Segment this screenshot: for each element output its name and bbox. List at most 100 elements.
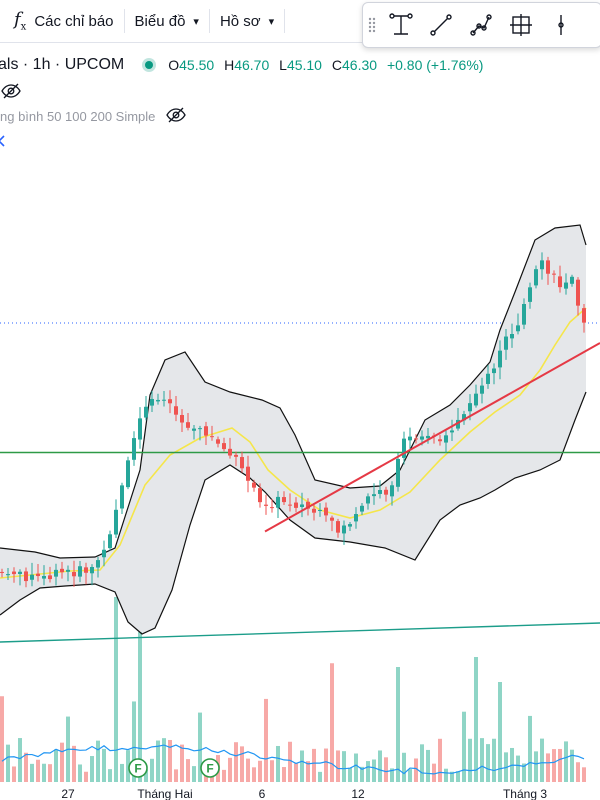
candle bbox=[510, 323, 514, 348]
candle bbox=[498, 340, 502, 380]
candle bbox=[384, 486, 388, 502]
symbol-name[interactable]: als · 1h · UPCOM bbox=[0, 56, 125, 73]
volume-bar bbox=[306, 761, 310, 782]
candle bbox=[576, 277, 580, 316]
bollinger-lower-band bbox=[0, 391, 587, 635]
candle bbox=[522, 298, 526, 330]
eye-off-icon[interactable] bbox=[0, 82, 22, 105]
candle bbox=[492, 363, 496, 385]
candle bbox=[366, 493, 370, 510]
volume-bar bbox=[12, 766, 16, 782]
candle bbox=[48, 566, 52, 583]
candle bbox=[144, 395, 148, 421]
multi-point-line-icon[interactable] bbox=[461, 5, 501, 45]
volume-bar bbox=[540, 738, 544, 782]
rising-trend-line[interactable] bbox=[264, 342, 600, 533]
candle bbox=[132, 431, 136, 466]
volume-bar bbox=[222, 769, 226, 782]
volume-bar bbox=[408, 769, 412, 782]
candle bbox=[36, 563, 40, 582]
volume-bar bbox=[498, 682, 502, 782]
volume-bar bbox=[348, 767, 352, 782]
volume-bar bbox=[114, 597, 118, 782]
volume-bar bbox=[522, 763, 526, 782]
volume-bar bbox=[270, 760, 274, 782]
volume-bar bbox=[294, 763, 298, 782]
volume-bar bbox=[402, 752, 406, 782]
volume-bar bbox=[138, 632, 142, 782]
toolbar-divider bbox=[284, 9, 286, 33]
eye-off-icon[interactable] bbox=[165, 106, 187, 127]
volume-bar bbox=[462, 711, 466, 782]
candle bbox=[390, 481, 394, 506]
candle bbox=[66, 565, 70, 582]
bollinger-band-fill bbox=[0, 225, 586, 634]
candle bbox=[516, 313, 520, 335]
open-value: 45.50 bbox=[179, 57, 215, 73]
text-cursor-icon[interactable] bbox=[381, 5, 421, 45]
volume-bar bbox=[528, 715, 532, 782]
volume-bar bbox=[444, 768, 448, 782]
volume-bar bbox=[60, 742, 64, 782]
volume-bar bbox=[24, 752, 28, 782]
volume-bar bbox=[426, 749, 430, 782]
ma-indicator-name[interactable]: ng bình 50 100 200 Simple bbox=[0, 109, 156, 124]
candle bbox=[552, 270, 556, 284]
volume-ma-line bbox=[1, 744, 585, 775]
volume-bar bbox=[336, 750, 340, 782]
volume-bar bbox=[438, 738, 442, 782]
volume-bar bbox=[558, 748, 562, 782]
volume-bar bbox=[360, 766, 364, 782]
x-tick-label: Tháng Hai bbox=[137, 787, 192, 800]
volume-bar bbox=[366, 761, 370, 782]
volume-bar bbox=[552, 749, 556, 782]
collapse-legend-icon[interactable] bbox=[0, 134, 6, 151]
volume-bar bbox=[480, 738, 484, 782]
indicators-button[interactable]: fx Các chỉ báo bbox=[0, 0, 124, 42]
crosshair-box-icon[interactable] bbox=[501, 5, 541, 45]
ma-indicator-legend: ng bình 50 100 200 Simple bbox=[0, 106, 187, 127]
vertical-line-icon[interactable] bbox=[541, 5, 581, 45]
drawing-toolbar bbox=[362, 2, 600, 48]
candle bbox=[288, 493, 292, 512]
drag-handle-icon[interactable] bbox=[363, 10, 381, 40]
event-marker-f[interactable]: F bbox=[128, 758, 148, 778]
toolbar-divider bbox=[123, 9, 125, 33]
volume-bar bbox=[126, 750, 130, 782]
trend-line-icon[interactable] bbox=[421, 5, 461, 45]
profile-button[interactable]: Hồ sơ ▾ bbox=[210, 0, 284, 42]
volume-bar bbox=[234, 742, 238, 782]
indicators-label: Các chỉ báo bbox=[34, 12, 114, 30]
channel-trend-line[interactable] bbox=[0, 622, 600, 643]
candle bbox=[258, 483, 262, 508]
chart-type-button[interactable]: Biểu đồ ▾ bbox=[125, 0, 209, 42]
volume-bar bbox=[192, 766, 196, 782]
event-marker-f[interactable]: F bbox=[200, 758, 220, 778]
volume-bar bbox=[318, 771, 322, 782]
candle bbox=[270, 499, 274, 513]
candle bbox=[546, 256, 550, 285]
volume-bar bbox=[396, 667, 400, 782]
volume-bar bbox=[312, 748, 316, 782]
candle bbox=[534, 265, 538, 289]
volume-bar bbox=[546, 753, 550, 782]
candle bbox=[42, 565, 46, 586]
volume-bar bbox=[132, 701, 136, 782]
volume-bar bbox=[18, 738, 22, 782]
volume-bar bbox=[102, 748, 106, 782]
candle bbox=[378, 480, 382, 499]
volume-bar bbox=[258, 760, 262, 782]
volume-bar bbox=[456, 771, 460, 782]
ohlc-values: O45.50 H46.70 L45.10 C46.30 +0.80 (+1.76… bbox=[168, 57, 484, 73]
candle bbox=[348, 521, 352, 532]
volume-bar bbox=[228, 757, 232, 782]
volume-bar bbox=[42, 763, 46, 782]
candle bbox=[582, 304, 586, 333]
candle bbox=[222, 437, 226, 452]
volume-bar bbox=[372, 759, 376, 782]
volume-bar bbox=[174, 769, 178, 782]
volume-bar bbox=[474, 657, 478, 782]
candle bbox=[78, 561, 82, 583]
candle bbox=[528, 282, 532, 309]
